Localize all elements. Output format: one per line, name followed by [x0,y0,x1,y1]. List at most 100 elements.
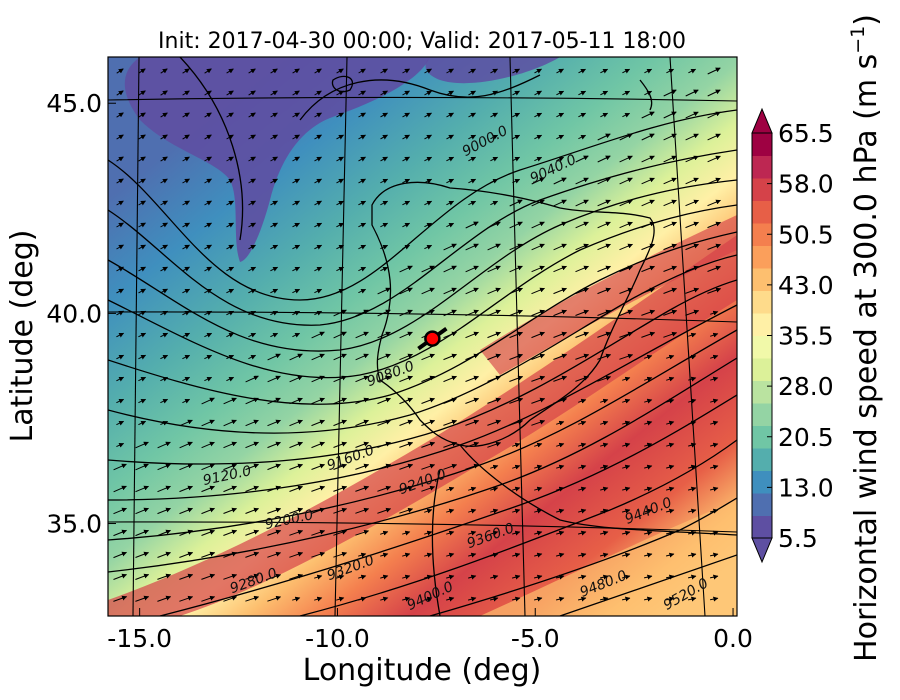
wind-arrow [179,485,193,493]
wind-arrow [204,244,212,250]
wind-arrow [267,419,281,427]
x-axis-label: Longitude (deg) [303,653,542,688]
wind-arrow [157,463,171,471]
colorbar-swatch [752,223,772,246]
wind-arrow [556,156,565,162]
wind-arrow [399,309,413,317]
wind-arrow [245,551,260,558]
wind-arrow [377,375,391,383]
wind-arrow [182,178,190,184]
wind-arrow [358,112,366,118]
wind-arrow [509,331,523,339]
wind-arrow [135,463,149,471]
wind-arrow [710,310,719,316]
wind-arrow [487,309,501,317]
wind-arrow [336,90,344,96]
wind-arrow [116,178,124,184]
wind-arrow [421,397,435,404]
colorbar-tick-label: 43.0 [778,271,834,300]
wind-arrow [707,265,721,272]
wind-arrow [160,376,169,382]
wind-arrow [553,331,567,338]
wind-arrow [314,244,323,250]
wind-arrow [135,551,149,558]
wind-arrow [355,507,370,514]
wind-arrow [223,485,237,493]
wind-arrow [358,244,367,250]
wind-arrow [490,200,499,206]
wind-arrow [113,529,127,537]
wind-arrow [355,309,369,317]
wind-arrow [531,243,545,251]
wind-arrow [116,420,125,426]
wind-arrow [446,90,454,96]
wind-arrow [446,222,455,228]
wind-arrow [201,419,215,427]
wind-arrow [534,464,543,470]
wind-arrow [509,265,523,273]
wind-arrow [688,420,697,426]
wind-arrow [311,485,326,492]
colorbar-extend-min [751,537,773,564]
wind-arrow [138,376,147,382]
wind-arrow [619,287,633,294]
wind-arrow [201,463,215,471]
wind-arrow [402,574,411,580]
wind-arrow [226,354,235,360]
wind-arrow [380,68,388,74]
wind-arrow [687,552,697,558]
colorbar-tick-label: 28.0 [778,372,834,401]
wind-arrow [135,573,150,580]
wind-arrow [289,507,304,514]
wind-arrow [578,508,587,514]
wind-arrow [578,68,586,74]
wind-arrow [663,221,677,229]
wind-arrow [358,156,366,162]
wind-arrow [556,90,565,96]
wind-arrow [333,331,347,339]
wind-arrow [533,574,543,580]
wind-arrow [138,90,146,96]
wind-arrow [333,419,347,427]
wind-arrow [577,596,587,602]
wind-arrow [534,156,543,162]
colorbar-swatch [752,178,772,201]
wind-arrow [113,573,127,580]
wind-arrow [553,177,567,185]
wind-arrow [380,574,389,580]
colorbar-tick-label: 65.5 [778,119,834,148]
wind-arrow [421,419,436,426]
wind-arrow [138,222,146,228]
wind-arrow [182,68,190,74]
wind-arrow [333,529,348,536]
wind-arrow [160,134,168,140]
wind-arrow [641,309,656,316]
wind-arrow [555,596,565,602]
wind-arrow [138,112,146,118]
wind-arrow [619,243,633,251]
wind-arrow [597,199,611,207]
wind-arrow [555,574,565,580]
wind-arrow [556,442,565,448]
wind-arrow [578,90,587,96]
wind-arrow [292,596,301,602]
wind-arrow [226,178,234,184]
wind-arrow [509,397,524,404]
wind-arrow [509,221,523,229]
wind-arrow [641,177,655,185]
wind-arrow [245,573,260,580]
wind-arrow [402,112,410,118]
wind-arrow [465,353,479,361]
wind-arrow [355,463,370,470]
wind-arrow [116,310,124,316]
wind-arrow [468,112,476,118]
wind-arrow [336,112,344,118]
wind-arrow [644,486,653,492]
colorbar-tick-label: 13.0 [778,473,834,502]
wind-arrow [490,508,499,514]
wind-arrow [358,222,367,228]
colorbar-swatch [752,358,772,381]
wind-arrow [248,244,256,250]
wind-arrow [402,596,411,602]
x-tick-label: -15.0 [107,624,172,653]
